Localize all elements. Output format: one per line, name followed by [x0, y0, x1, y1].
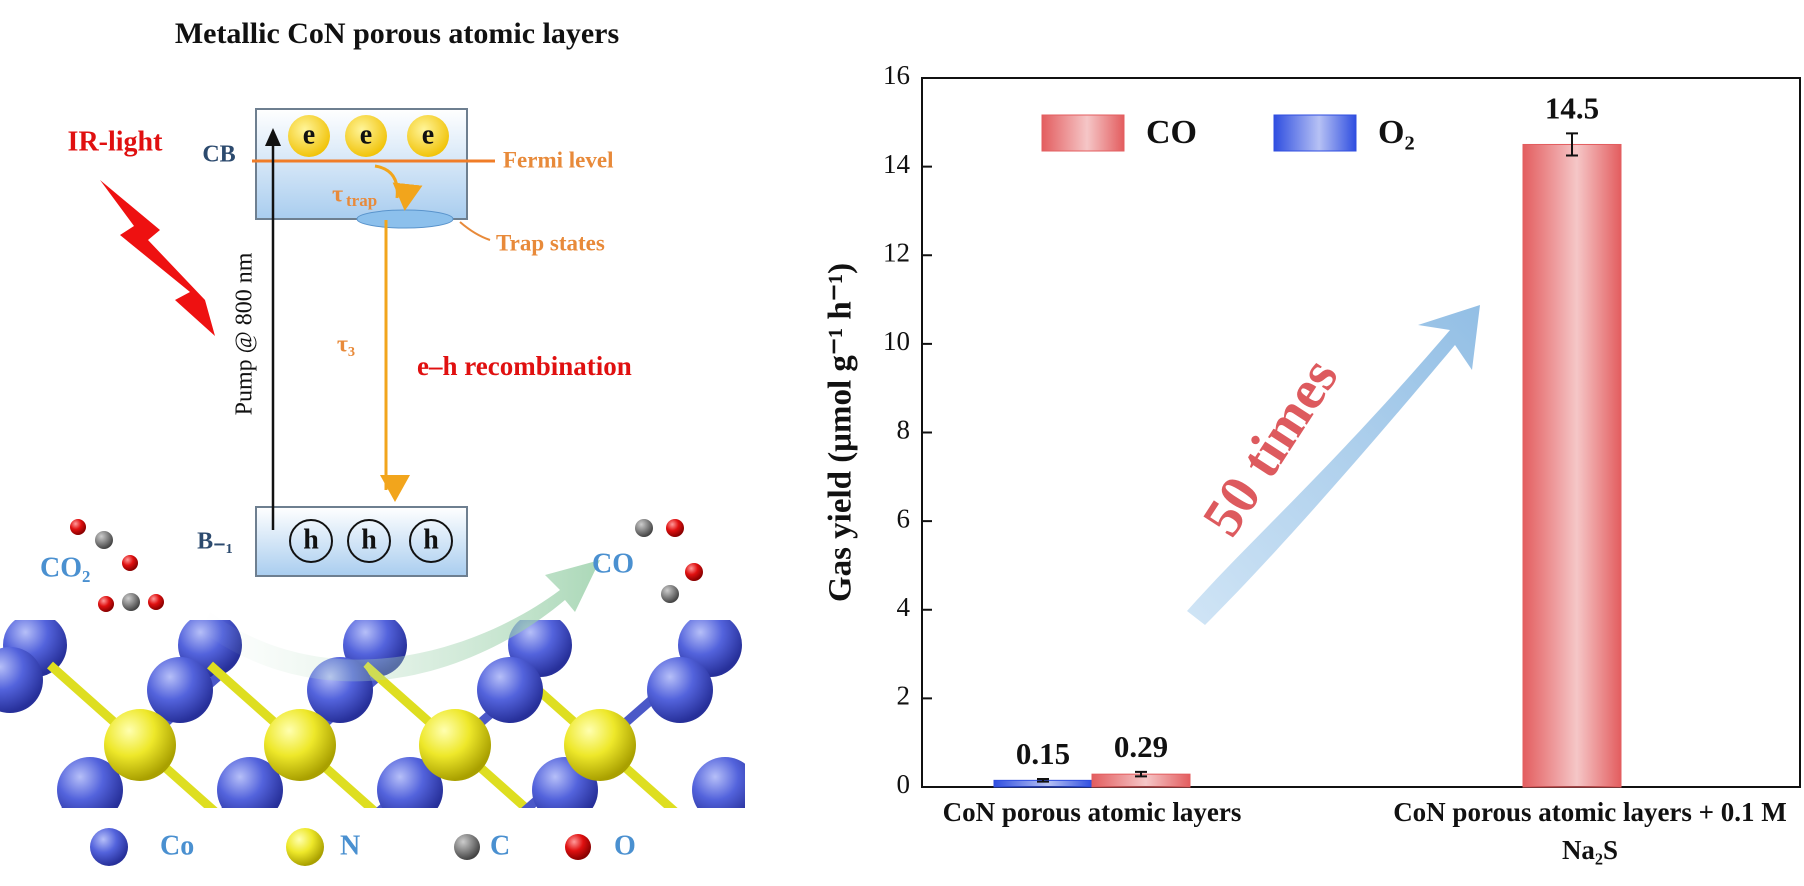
data-label: 0.29 [1114, 729, 1168, 764]
trap-state [356, 209, 454, 229]
atom-legend-label: C [490, 830, 510, 861]
reactant-label: CO₂ [40, 552, 90, 583]
trap-arrow [374, 164, 423, 211]
n-atom [264, 709, 336, 781]
hole [347, 519, 391, 563]
electron-label: e [360, 119, 372, 150]
electron-label: e [422, 119, 434, 150]
x-tick-label: CoN porous atomic layers [942, 797, 1242, 827]
trend-arrow [1187, 305, 1480, 625]
atom-legend [90, 828, 591, 866]
annotation: 50 times [1191, 347, 1351, 546]
hole-label: h [423, 524, 439, 555]
co-atom [57, 757, 123, 808]
cb-label: CB [202, 142, 235, 168]
y-tick-label: 8 [897, 415, 911, 445]
n-atom [419, 709, 491, 781]
hole [409, 519, 453, 563]
bar [1522, 143, 1622, 788]
legend-label: O₂ [1378, 114, 1415, 151]
co-atom [692, 757, 745, 808]
legend-label: CO [1146, 114, 1197, 151]
co-atom [647, 657, 713, 723]
y-tick-label: 0 [897, 769, 911, 799]
y-tick-label: 16 [883, 60, 910, 90]
error-bar [1566, 132, 1578, 157]
y-tick-label: 2 [897, 681, 911, 711]
legend-swatch [1041, 114, 1125, 152]
hole [289, 519, 333, 563]
co-atom [0, 647, 43, 713]
error-bar [1037, 778, 1049, 783]
n-atom [564, 709, 636, 781]
vb-label: B₋₁ [197, 529, 233, 555]
y-tick-label: 10 [883, 326, 910, 356]
co-atom [377, 757, 443, 808]
x-tick-label: CoN porous atomic layers + 0.1 M Na₂S [1393, 797, 1787, 865]
legend-swatch [1273, 114, 1357, 152]
co-atom [217, 757, 283, 808]
hole-label: h [303, 524, 319, 555]
data-label: 14.5 [1545, 91, 1599, 126]
tau-trap: τ [332, 182, 343, 208]
ir-label: IR-light [68, 126, 164, 157]
tau-trap-sub: trap [346, 191, 377, 210]
y-tick-label: 4 [897, 592, 911, 622]
hole-label: h [361, 524, 377, 555]
y-tick-label: 6 [897, 503, 911, 533]
y-tick-label: 12 [883, 237, 910, 267]
trap-pointer [459, 221, 491, 241]
n-atom [104, 709, 176, 781]
data-label: 0.15 [1016, 736, 1070, 771]
atom-legend-label: Co [160, 830, 194, 861]
tau3: τ₃ [337, 332, 355, 358]
co-molecules [635, 519, 703, 603]
atom-legend-label: N [340, 830, 360, 861]
atom-legend-label: O [614, 830, 636, 861]
pump-label: Pump @ 800 nm [232, 252, 258, 415]
bar-chart: 0 2 4 6 8 10 12 14 16 Gas yield (μmol g⁻¹ h⁻¹) 0.1… [823, 60, 1801, 799]
electron [407, 115, 449, 157]
pump-arrowhead [265, 128, 281, 146]
y-axis-label: Gas yield (μmol g⁻¹ h⁻¹) [823, 263, 859, 602]
electron-label: e [303, 119, 315, 150]
y-tick-label: 14 [883, 149, 911, 179]
plot-frame [921, 77, 1801, 788]
lightning [100, 180, 215, 336]
error-bar [1135, 770, 1147, 778]
fermi-label: Fermi level [503, 147, 613, 172]
recombination-label: e–h recombination [417, 351, 632, 381]
diagram-title: Metallic CoN porous atomic layers [175, 17, 619, 50]
trap-label: Trap states [496, 230, 605, 255]
lattice [0, 620, 745, 808]
product-label: CO [592, 548, 634, 579]
co-atom [147, 657, 213, 723]
conversion-arrow [200, 560, 600, 682]
co-atom [477, 657, 543, 723]
electron [288, 115, 330, 157]
co2-molecules [70, 519, 164, 612]
electron [345, 115, 387, 157]
vb-box [255, 506, 468, 577]
